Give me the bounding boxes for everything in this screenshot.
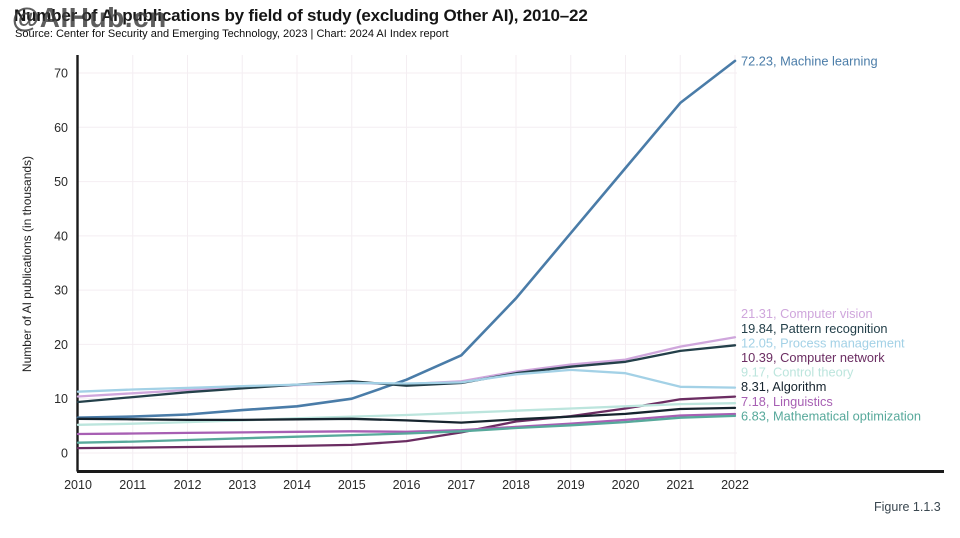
- series-label-control-theory: 9.17, Control theory: [741, 365, 854, 380]
- series-label-pattern-recognition: 19.84, Pattern recognition: [741, 321, 888, 336]
- watermark: @AIHub.cn: [12, 2, 167, 33]
- series-line-linguistics: [76, 412, 737, 436]
- x-tick-label: 2010: [64, 478, 92, 492]
- x-tick-label: 2021: [666, 478, 694, 492]
- y-tick-label: 60: [54, 121, 68, 135]
- x-tick-label: 2018: [502, 478, 530, 492]
- chart-title: Number of AI publications by field of st…: [14, 6, 588, 25]
- x-tick-label: 2011: [119, 478, 146, 492]
- series-line-algorithm: [76, 406, 737, 424]
- x-tick-label: 2015: [338, 478, 366, 492]
- x-tick-label: 2014: [283, 478, 311, 492]
- x-tick-label: 2022: [721, 478, 749, 492]
- source-line: Source: Center for Security and Emerging…: [15, 28, 449, 40]
- x-tick-label: 2012: [174, 478, 202, 492]
- y-tick-label: 0: [61, 447, 68, 461]
- series-line-computer-network: [76, 395, 737, 450]
- series-label-algorithm: 8.31, Algorithm: [741, 379, 826, 394]
- x-tick-label: 2017: [447, 478, 475, 492]
- series-line-mathematical-optimization: [76, 414, 737, 444]
- y-tick-label: 10: [54, 392, 68, 406]
- series-line-process-management: [76, 368, 737, 393]
- y-axis-title: Number of AI publications (in thousands): [20, 156, 34, 372]
- y-tick-label: 40: [54, 229, 68, 243]
- y-tick-label: 70: [54, 67, 68, 81]
- figure-number-label: Figure 1.1.3: [874, 500, 941, 514]
- series-label-process-management: 12.05, Process management: [741, 335, 905, 350]
- series-label-computer-vision: 21.31, Computer vision: [741, 306, 873, 321]
- x-tick-label: 2013: [228, 478, 256, 492]
- series-line-pattern-recognition: [76, 344, 737, 404]
- series-line-control-theory: [76, 402, 737, 426]
- series-label-linguistics: 7.18, Linguistics: [741, 394, 833, 409]
- series-label-machine-learning: 72.23, Machine learning: [741, 53, 878, 68]
- series-label-mathematical-optimization: 6.83, Mathematical optimization: [741, 408, 921, 423]
- x-tick-label: 2016: [393, 478, 421, 492]
- x-tick-label: 2019: [557, 478, 585, 492]
- y-tick-label: 20: [54, 338, 68, 352]
- series-line-machine-learning: [76, 59, 737, 419]
- y-tick-label: 50: [54, 175, 68, 189]
- series-label-computer-network: 10.39, Computer network: [741, 350, 885, 365]
- y-tick-label: 30: [54, 284, 68, 298]
- x-tick-label: 2020: [612, 478, 640, 492]
